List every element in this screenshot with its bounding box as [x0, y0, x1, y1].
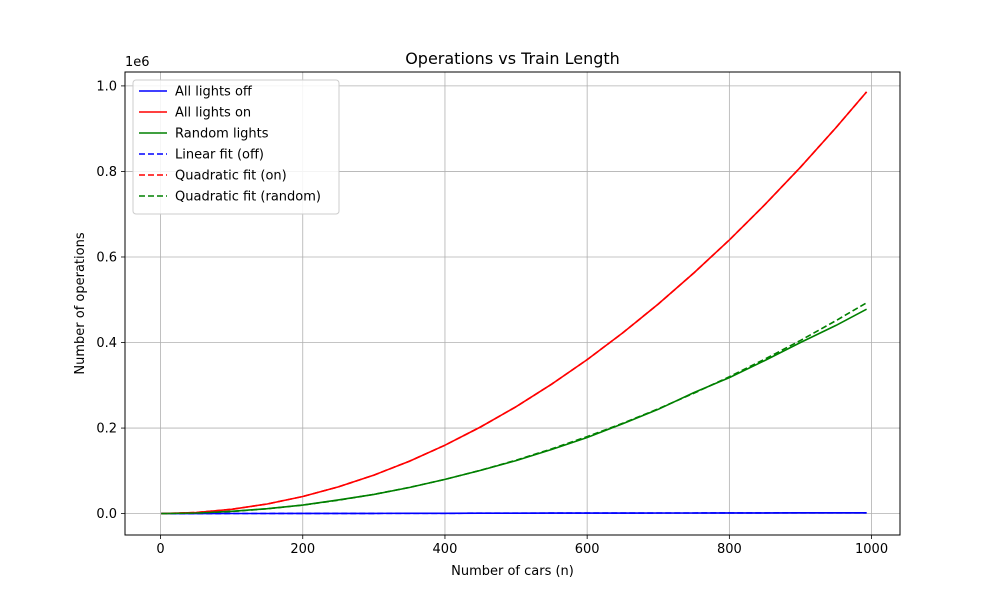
x-axis-label: Number of cars (n) [451, 564, 574, 579]
y-tick-label: 0.2 [96, 422, 117, 437]
x-axis-ticks: 0 200 400 600 800 1000 [156, 535, 888, 557]
y-tick-label: 0.4 [96, 336, 117, 351]
series-line-5 [161, 302, 868, 515]
legend-label-1: All lights on [175, 106, 251, 121]
legend-label-5: Quadratic fit (random) [175, 190, 321, 205]
series-line-3 [161, 511, 867, 515]
y-axis-label: Number of operations [73, 232, 88, 374]
x-tick-label: 200 [290, 542, 315, 557]
y-axis-ticks: 0.0 0.2 0.4 0.6 0.8 1.0 [96, 79, 125, 522]
legend-label-2: Random lights [175, 127, 269, 142]
legend-label-4: Quadratic fit (on) [175, 169, 287, 184]
x-tick-label: 0 [156, 542, 164, 557]
series-line-4 [161, 91, 868, 515]
series-lines [161, 91, 868, 515]
plot-frame [124, 71, 901, 536]
y-tick-label: 0.6 [96, 250, 117, 265]
x-tick-label: 400 [433, 542, 458, 557]
chart-title: Operations vs Train Length [405, 49, 620, 68]
x-tick-label: 1000 [855, 542, 888, 557]
legend: All lights off All lights on Random lights… [132, 79, 340, 215]
x-tick-label: 800 [717, 542, 742, 557]
legend-label-0: All lights off [175, 85, 253, 100]
legend-box [132, 79, 340, 215]
y-tick-label: 1.0 [96, 79, 117, 94]
y-axis-offset-label: 1e6 [125, 55, 150, 70]
y-tick-label: 0.0 [96, 507, 117, 522]
y-tick-label: 0.8 [96, 165, 117, 180]
legend-label-3: Linear fit (off) [175, 148, 264, 163]
x-tick-label: 600 [575, 542, 600, 557]
